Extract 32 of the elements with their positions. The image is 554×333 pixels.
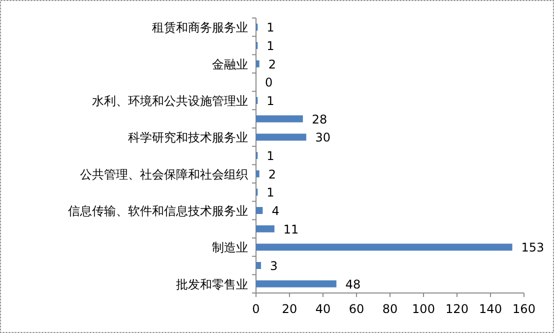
x-tick-label: 120 [446,302,468,316]
y-tick-label: 批发和零售业 [176,277,248,292]
data-label: 48 [345,277,361,292]
data-label: 1 [266,149,274,163]
y-tick-label: 科学研究和技术服务业 [128,130,248,145]
x-tick-label: 80 [382,302,398,316]
data-label: 3 [270,259,278,273]
data-label: 11 [283,222,299,236]
data-label: 2 [268,57,276,72]
data-label: 0 [265,76,273,90]
data-label: 2 [268,167,276,182]
x-tick-label: 100 [412,302,435,316]
data-label: 1 [266,39,274,53]
x-tick-label: 140 [479,302,502,316]
y-tick-label: 金融业 [212,57,248,72]
y-tick-label: 租赁和商务服务业 [152,20,248,35]
data-label: 1 [266,186,274,200]
y-tick-label: 水利、环境和公共设施管理业 [92,94,248,108]
y-tick-label: 公共管理、社会保障和社会组织 [80,167,248,182]
y-tick-label: 制造业 [212,240,248,255]
x-tick-label: 60 [348,302,364,316]
x-tick-label: 0 [252,302,260,316]
x-tick-label: 160 [512,302,536,316]
x-tick-label: 20 [282,302,298,316]
data-label: 1 [266,20,274,35]
data-label: 28 [312,112,328,126]
data-label: 4 [272,204,280,218]
y-tick-label: 信息传输、软件和信息技术服务业 [68,204,248,218]
data-label: 153 [521,240,544,255]
x-tick-label: 40 [315,302,331,316]
data-label: 1 [266,94,274,108]
data-label: 30 [315,130,331,145]
